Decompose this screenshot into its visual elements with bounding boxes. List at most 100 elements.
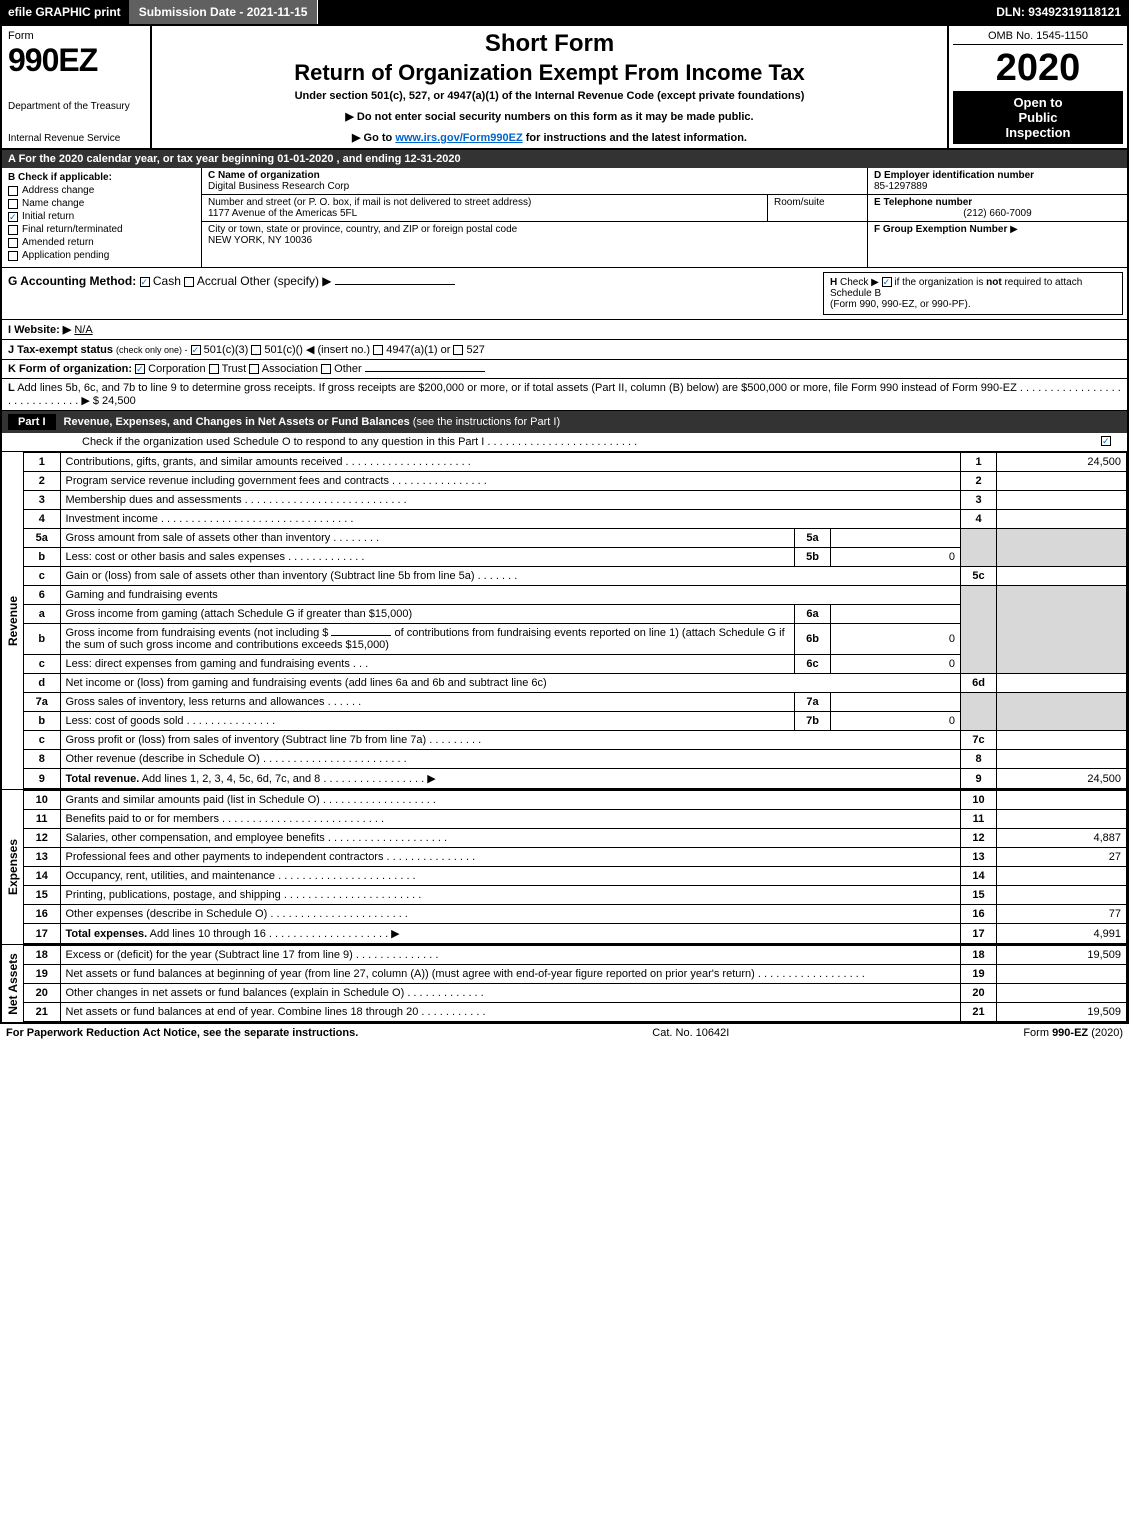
- section-c: C Name of organization Digital Business …: [202, 168, 867, 267]
- ln-val: 27: [997, 848, 1127, 867]
- ln-desc: Professional fees and other payments to …: [60, 848, 961, 867]
- check-accrual[interactable]: [184, 277, 194, 287]
- part1-subline: Check if the organization used Schedule …: [2, 433, 1127, 452]
- fundraising-amount-input[interactable]: [331, 635, 391, 636]
- ln-desc: Contributions, gifts, grants, and simila…: [60, 453, 961, 472]
- ln-idx: 17: [961, 924, 997, 944]
- ln-desc: Gaming and fundraising events: [60, 586, 961, 605]
- check-assoc[interactable]: [249, 364, 259, 374]
- check-trust[interactable]: [209, 364, 219, 374]
- ln-val: [997, 472, 1127, 491]
- table-row: 1Contributions, gifts, grants, and simil…: [24, 453, 1127, 472]
- ln-num: 11: [24, 810, 60, 829]
- addr-value: 1177 Avenue of the Americas 5FL: [208, 208, 357, 219]
- ln-desc: Benefits paid to or for members . . . . …: [60, 810, 961, 829]
- revenue-text: Revenue: [6, 595, 20, 645]
- ln-idx: 10: [961, 791, 997, 810]
- line-h: H Check ▶ if the organization is not req…: [823, 272, 1123, 315]
- check-501c3[interactable]: [191, 345, 201, 355]
- check-label: Name change: [22, 198, 84, 209]
- open-l2: Public: [957, 110, 1119, 125]
- directive-ssn: ▶ Do not enter social security numbers o…: [160, 110, 939, 123]
- ln-sub: 5a: [795, 529, 831, 548]
- table-row: 15Printing, publications, postage, and s…: [24, 886, 1127, 905]
- ln-subval: 0: [831, 712, 961, 731]
- netassets-side-label: Net Assets: [2, 945, 24, 1022]
- ln-sub: 5b: [795, 548, 831, 567]
- dept-treasury: Department of the Treasury: [8, 101, 144, 112]
- ln-sub: 7a: [795, 693, 831, 712]
- other-org-input[interactable]: [365, 371, 485, 372]
- expenses-side-label: Expenses: [2, 790, 24, 944]
- ln-num: 13: [24, 848, 60, 867]
- ln-num: 9: [24, 769, 60, 789]
- ln-desc: Excess or (deficit) for the year (Subtra…: [60, 946, 961, 965]
- check-527[interactable]: [453, 345, 463, 355]
- header-left: Form 990EZ Department of the Treasury In…: [2, 26, 152, 148]
- line-a-calendar-year: A For the 2020 calendar year, or tax yea…: [2, 150, 1127, 168]
- ln-desc: Gross income from gaming (attach Schedul…: [60, 605, 795, 624]
- ln-num: 21: [24, 1003, 60, 1022]
- open-l1: Open to: [957, 95, 1119, 110]
- check-schedule-o[interactable]: [1101, 436, 1111, 446]
- check-name-change[interactable]: Name change: [8, 198, 195, 209]
- ln-num: 8: [24, 750, 60, 769]
- other-specify-input[interactable]: [335, 284, 455, 285]
- part1-tag: Part I: [8, 414, 56, 430]
- table-row: 16Other expenses (describe in Schedule O…: [24, 905, 1127, 924]
- h-text1: Check ▶: [840, 277, 879, 288]
- check-application-pending[interactable]: Application pending: [8, 250, 195, 261]
- form-frame: Form 990EZ Department of the Treasury In…: [0, 24, 1129, 1024]
- submission-date-button[interactable]: Submission Date - 2021-11-15: [129, 0, 319, 24]
- check-h[interactable]: [882, 277, 892, 287]
- check-other-org[interactable]: [321, 364, 331, 374]
- ln-idx: 14: [961, 867, 997, 886]
- form-number: 990EZ: [8, 42, 144, 79]
- ln-idx: 18: [961, 946, 997, 965]
- opt-other: Other (specify) ▶: [240, 274, 331, 288]
- f-arrow: ▶: [1010, 224, 1018, 235]
- ln-desc: Gross income from fundraising events (no…: [60, 624, 795, 655]
- revenue-table: 1Contributions, gifts, grants, and simil…: [24, 452, 1127, 789]
- ln-desc: Grants and similar amounts paid (list in…: [60, 791, 961, 810]
- ln-num: 20: [24, 984, 60, 1003]
- ln-num: 3: [24, 491, 60, 510]
- check-4947[interactable]: [373, 345, 383, 355]
- k-opt4: Other: [334, 363, 362, 375]
- top-bar: efile GRAPHIC print Submission Date - 20…: [0, 0, 1129, 24]
- ln-val: [997, 810, 1127, 829]
- check-label: Application pending: [22, 250, 109, 261]
- footer-catno: Cat. No. 10642I: [652, 1027, 729, 1039]
- check-address-change[interactable]: Address change: [8, 185, 195, 196]
- table-row: 21Net assets or fund balances at end of …: [24, 1003, 1127, 1022]
- shade-cell: [961, 693, 997, 731]
- ln-val: 19,509: [997, 1003, 1127, 1022]
- check-final-return[interactable]: Final return/terminated: [8, 224, 195, 235]
- l-lead: L: [8, 382, 15, 394]
- part1-title-note: (see the instructions for Part I): [413, 416, 560, 428]
- ln-desc: Total revenue. Add lines 1, 2, 3, 4, 5c,…: [60, 769, 961, 789]
- ln-desc: Other changes in net assets or fund bala…: [60, 984, 961, 1003]
- check-initial-return[interactable]: Initial return: [8, 211, 195, 222]
- ln-num: 1: [24, 453, 60, 472]
- ln-num: 18: [24, 946, 60, 965]
- subtitle: Under section 501(c), 527, or 4947(a)(1)…: [160, 90, 939, 102]
- check-amended-return[interactable]: Amended return: [8, 237, 195, 248]
- check-501c[interactable]: [251, 345, 261, 355]
- ln-desc: Occupancy, rent, utilities, and maintena…: [60, 867, 961, 886]
- b-label: B Check if applicable:: [8, 172, 195, 183]
- check-corp[interactable]: [135, 364, 145, 374]
- efile-print-button[interactable]: efile GRAPHIC print: [0, 0, 129, 24]
- shade-cell: [997, 529, 1127, 567]
- ln-num: 12: [24, 829, 60, 848]
- page-footer: For Paperwork Reduction Act Notice, see …: [0, 1024, 1129, 1042]
- ln-num: b: [24, 712, 60, 731]
- ln-num: 7a: [24, 693, 60, 712]
- check-cash[interactable]: [140, 277, 150, 287]
- irs-link[interactable]: www.irs.gov/Form990EZ: [395, 132, 522, 144]
- j-note: (check only one) -: [116, 345, 188, 355]
- table-row: cGross profit or (loss) from sales of in…: [24, 731, 1127, 750]
- j-lead: J Tax-exempt status: [8, 344, 113, 356]
- ln-val: [997, 984, 1127, 1003]
- ln-num: 6: [24, 586, 60, 605]
